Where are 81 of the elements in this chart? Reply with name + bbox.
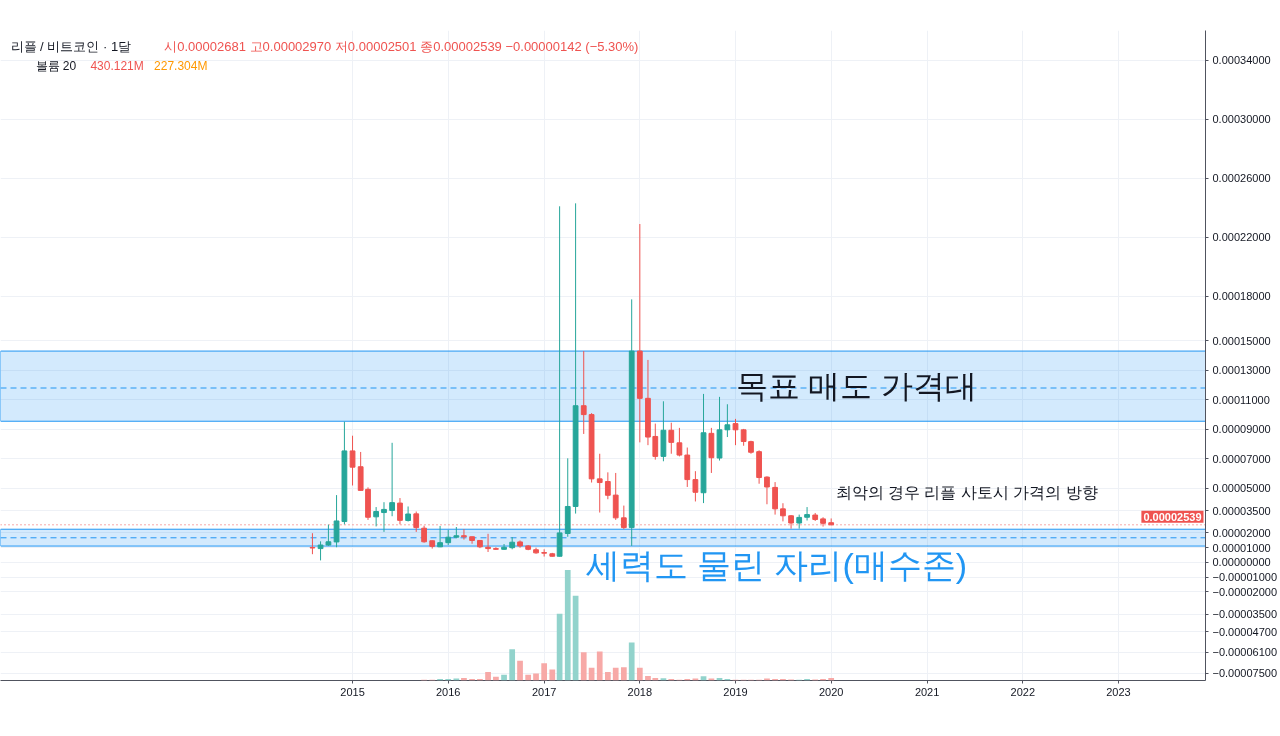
- annotation: 최악의 경우 리플 사토시 가격의 방향: [835, 484, 1098, 501]
- x-tick-label: 2015: [340, 685, 365, 698]
- bar: [596, 651, 603, 681]
- bar: [636, 667, 643, 681]
- bar: [628, 642, 635, 681]
- y-tick-label: −0.00003500: [1212, 608, 1278, 621]
- candlestick: [676, 427, 683, 457]
- candlestick: [668, 422, 675, 455]
- x-tick-label: 2016: [435, 685, 461, 698]
- candlestick: [317, 540, 324, 561]
- candlestick: [764, 475, 770, 505]
- y-tick-label: 0.00009000: [1212, 423, 1271, 436]
- bar: [533, 673, 539, 681]
- bar: [580, 652, 587, 681]
- candlestick: [349, 435, 356, 486]
- x-tick-label: 2021: [914, 685, 940, 698]
- bar: [509, 649, 516, 681]
- y-tick-label: 0.00011000: [1212, 393, 1270, 406]
- candlestick: [309, 532, 316, 555]
- bar: [485, 671, 491, 681]
- bar: [620, 667, 627, 681]
- x-tick-label: 2020: [818, 685, 844, 698]
- y-tick-label: 0.00013000: [1212, 364, 1271, 377]
- candlestick: [724, 403, 731, 438]
- y-tick-label: 0.00003500: [1212, 504, 1271, 517]
- candlestick: [397, 497, 403, 525]
- candlestick: [596, 453, 603, 514]
- y-tick-label: 0.00018000: [1212, 290, 1271, 303]
- x-tick-label: 2023: [1106, 685, 1131, 698]
- y-tick-label: −0.00002000: [1212, 585, 1278, 598]
- candlestick: [804, 506, 810, 522]
- y-tick-label: 0.00030000: [1212, 113, 1271, 126]
- candlestick: [461, 528, 467, 541]
- candlestick: [405, 505, 411, 523]
- y-tick-label: 0.00007000: [1212, 452, 1271, 465]
- bar: [517, 660, 523, 681]
- candlestick: [692, 470, 699, 502]
- bar: [549, 669, 556, 681]
- y-tick-label: 0.00002000: [1212, 526, 1271, 539]
- candlestick: [612, 472, 619, 521]
- chart-title: 볼륨 20: [35, 58, 77, 73]
- y-tick-label: 0.00034000: [1212, 54, 1271, 67]
- candlestick: [580, 350, 587, 435]
- candlestick: [389, 442, 395, 517]
- y-tick-label: −0.00007500: [1212, 667, 1278, 680]
- annotation: 227.304M: [154, 58, 208, 73]
- text: 리플 / 비트코인 · 1달: [10, 39, 132, 54]
- bar: [541, 663, 548, 681]
- bar: [612, 667, 619, 681]
- candlestick: [325, 524, 332, 547]
- ref-line-label: 0.00002539: [1143, 510, 1202, 523]
- x-tick-label: 2017: [531, 685, 557, 698]
- y-tick-label: −0.00004700: [1212, 625, 1278, 638]
- candlestick: [413, 511, 420, 533]
- bar: [604, 671, 611, 681]
- candlestick: [604, 471, 611, 500]
- candlestick: [556, 205, 563, 558]
- candlestick: [373, 506, 380, 527]
- y-tick-label: −0.00006100: [1212, 646, 1278, 659]
- candlestick: [780, 502, 786, 522]
- y-tick-label: 0.00026000: [1212, 172, 1271, 185]
- x-tick-label: 2018: [627, 685, 653, 698]
- y-tick-label: 0.00005000: [1212, 482, 1271, 495]
- candlestick: [732, 418, 739, 446]
- band-label: 목표 매도 가격대: [735, 368, 978, 405]
- bar: [564, 570, 571, 681]
- text: 시0.00002681 고0.00002970 저0.00002501 종0.00002539 −0.00000142 (−5.30%): [164, 39, 639, 54]
- y-tick-label: 0.00015000: [1212, 334, 1271, 347]
- candlestick: [501, 543, 507, 551]
- candlestick: [620, 505, 627, 530]
- y-tick-label: 0.00000000: [1212, 556, 1271, 569]
- y-tick-label: 0.00022000: [1212, 231, 1271, 244]
- candlestick: [772, 481, 778, 516]
- x-tick-label: 2022: [1010, 685, 1036, 698]
- candlestick: [381, 501, 387, 533]
- y-tick-label: 0.00001000: [1212, 541, 1271, 554]
- candlestick: [485, 533, 491, 553]
- x-tick-label: 2019: [723, 685, 748, 698]
- y-tick-label: −0.00001000: [1212, 571, 1278, 584]
- band-label: 세력도 물린 자리(매수존): [585, 546, 968, 585]
- annotation: 430.121M: [90, 58, 144, 73]
